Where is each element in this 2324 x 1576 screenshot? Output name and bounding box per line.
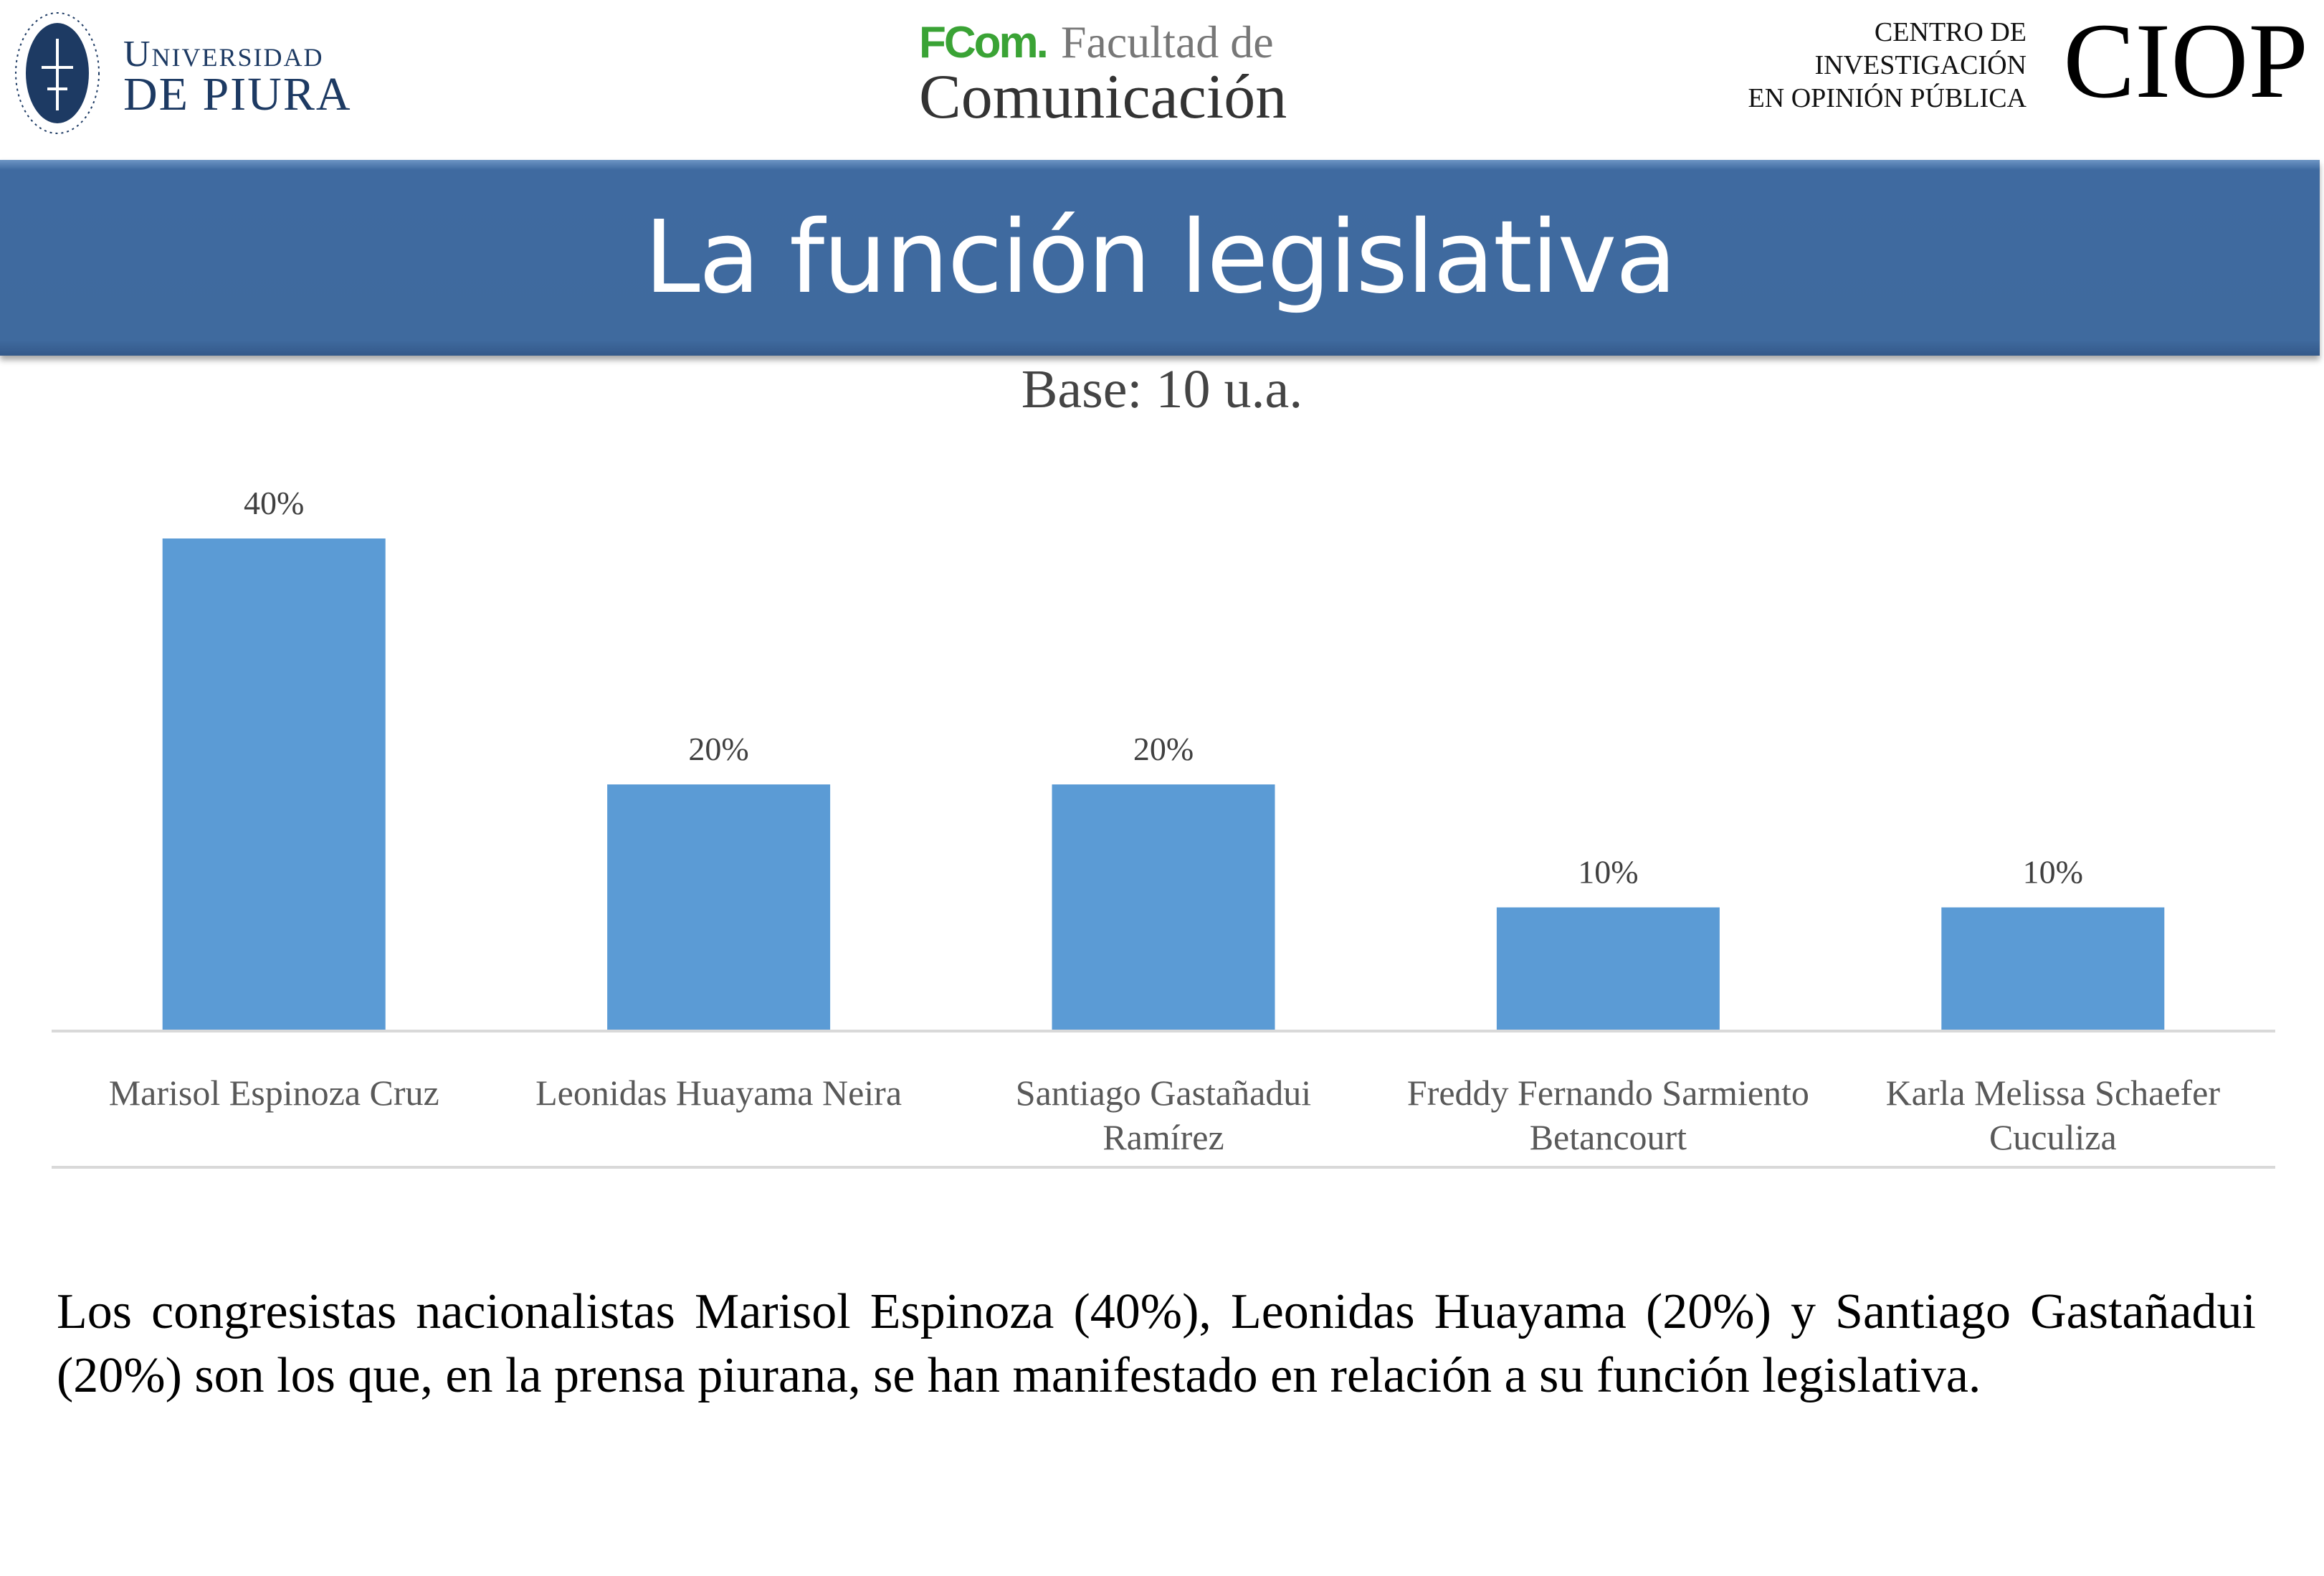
bar	[162, 538, 386, 1030]
category-label: Leonidas Huayama Neira	[535, 1073, 902, 1113]
category-label: Cuculiza	[1989, 1117, 2117, 1157]
category-label: Freddy Fernando Sarmiento	[1407, 1073, 1809, 1113]
category-label: Marisol Espinoza Cruz	[109, 1073, 439, 1113]
title-banner: La función legislativa	[0, 160, 2320, 356]
ciop-logo-acronym: CIOP	[2063, 1, 2308, 120]
bar	[1941, 907, 2165, 1030]
data-label: 20%	[1133, 731, 1194, 767]
fcom-brand: FCom.	[919, 18, 1049, 67]
page-title: La función legislativa	[644, 199, 1677, 316]
category-label: Ramírez	[1103, 1117, 1224, 1157]
data-label: 10%	[2023, 854, 2083, 891]
universidad-de-piura-seal-logo	[15, 12, 100, 134]
fcom-line2: Comunicación	[919, 62, 1287, 132]
chart-base-note: Base: 10 u.a.	[1021, 359, 1303, 419]
fcom-logo: FCom. Facultad de Comunicación	[919, 16, 1306, 132]
category-label: Betancourt	[1530, 1117, 1687, 1157]
category-label: Santiago Gastañadui	[1016, 1073, 1311, 1113]
data-label: 40%	[244, 485, 304, 521]
category-label: Karla Melissa Schaefer	[1886, 1073, 2221, 1113]
data-label: 20%	[688, 731, 748, 767]
bar	[1052, 784, 1275, 1030]
fcom-line1: Facultad de	[1060, 16, 1274, 67]
ciop-logo-text: CENTRO DE INVESTIGACIÓN EN OPINIÓN PÚBLI…	[1748, 17, 2027, 113]
bar	[1496, 907, 1720, 1030]
bar-chart: 40% Marisol Espinoza Cruz 20% Leonidas Huay…	[52, 485, 2275, 1169]
bar	[607, 784, 831, 1030]
universidad-de-piura-logo-text: Universidad de Piura	[123, 34, 352, 120]
summary-paragraph: Los congresistas nacionalistas Marisol E…	[57, 1284, 2256, 1403]
data-label: 10%	[1578, 854, 1638, 891]
